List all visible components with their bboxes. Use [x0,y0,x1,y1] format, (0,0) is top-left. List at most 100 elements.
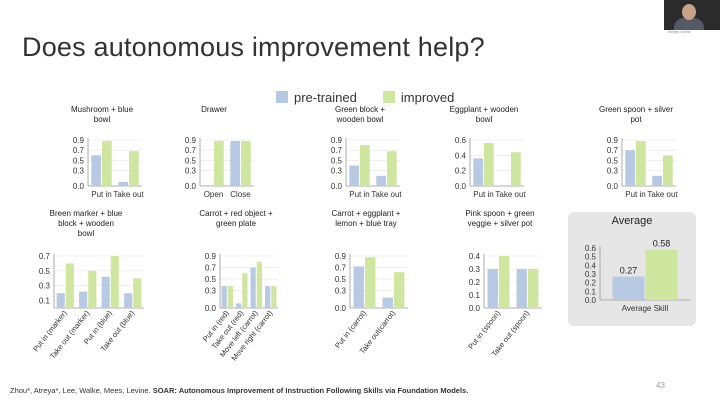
bar-improved [511,152,521,186]
y-tick-label: 0.7 [335,264,347,273]
x-tick-label: Open [204,190,224,199]
bar-improved [394,272,405,308]
bar-pretrained [376,175,386,186]
y-tick-label: 0.3 [585,270,597,279]
x-tick-label: Take out [495,190,526,199]
y-tick-label: 0.2 [455,167,467,176]
y-tick-label: 0.7 [205,264,217,273]
legend-label-improved: improved [400,89,455,105]
y-tick-label: 0.9 [335,252,347,261]
bar-improved [360,145,370,186]
y-tick-label: 0.4 [585,261,597,270]
bar-pretrained [101,276,110,308]
y-tick-label: 0.1 [39,297,51,306]
data-label: 0.27 [620,266,638,276]
y-tick-label: 0.5 [335,275,347,284]
chart-title-line: green plate [216,219,257,228]
bar-pretrained [56,293,65,308]
y-tick-label: 0.3 [335,287,347,296]
bar-pretrained [236,303,242,308]
legend-label-pretrained: pre-trained [294,89,357,105]
bar-pretrained [250,267,256,308]
chart-svg-10: Average 0.60.50.40.30.20.10.0 0.27 0.58 Aver… [585,215,690,313]
webcam-thumbnail [664,0,720,30]
y-tick-label: 0.1 [585,287,597,296]
chart-panel-3: Green block + wooden bowl 0.9 0.7 0.5 0.3 0.0 P… [316,104,404,204]
x-tick-label: Put in [349,190,369,199]
chart-panel-5: Green spoon + silver pot 0.9 0.7 0.5 0.3 0.0 Pu… [592,104,680,204]
y-tick-label: 0.5 [205,275,217,284]
chart-svg-8: Carrot + eggplant +lemon + blue tray 0.9 0… [332,209,408,356]
bar-pretrained [612,276,645,300]
x-tick-label: Average Skill [622,304,669,313]
y-tick-label: 0.5 [73,156,85,165]
chart-title-line: bowl [94,115,111,124]
citation: Zhou*, Atreya*, Lee, Walke, Mees, Levine… [10,386,468,395]
bar-improved [214,141,224,186]
chart-title-line: Eggplant + wooden [450,105,519,114]
y-tick-label: 0.9 [185,136,197,145]
chart-title-line: Average [612,215,653,227]
y-tick-label: 0.4 [469,252,481,261]
y-tick-label: 0.0 [607,182,619,191]
bar-pretrained [353,266,364,308]
y-tick-label: 0.9 [331,136,343,145]
bar-improved [365,257,376,308]
bar-pretrained [487,269,498,308]
y-tick-label: 0.3 [205,287,217,296]
y-tick-label: 0.3 [185,167,197,176]
bar-improved [663,155,673,186]
chart-panel-6: Breen marker + blue block + wooden bowl 0.7… [24,208,148,378]
y-tick-label: 0.9 [205,252,217,261]
bar-improved [499,256,510,308]
x-tick-label: Take out (marker) [48,308,92,360]
bar-improved [256,261,262,308]
bar-improved [241,141,251,186]
bar-improved [636,141,646,186]
bar-pretrained [625,150,635,186]
y-tick-label: 0.4 [455,151,467,160]
bar-pretrained [652,175,662,186]
presenter-head [682,4,696,20]
bar-improved [102,141,112,186]
bar-improved [227,286,233,308]
presenter-torso [674,18,704,30]
citation-title: SOAR: Autonomous Improvement of Instruct… [152,386,469,395]
bar-improved [65,263,74,308]
y-tick-label: 0.9 [607,136,619,145]
y-tick-label: 0.0 [331,182,343,191]
chart-title-line: Carrot + red object + [199,209,273,218]
chart-title-line: Mushroom + blue [71,105,134,114]
legend-swatch-pretrained [276,91,288,103]
chart-panel-7: Carrot + red object + green plate 0.9 0.7 0.… [190,208,282,378]
page-number: 43 [656,381,665,390]
bar-pretrained [382,297,393,308]
chart-title-line: Green block + [335,105,385,114]
x-tick-label: Close [230,190,251,199]
y-tick-label: 0.0 [335,304,347,313]
chart-title-line: Green spoon + silver [599,105,673,114]
bar-pretrained [516,269,527,308]
webcam-caption: Sergey Levine [668,30,691,34]
y-tick-label: 0.6 [455,136,467,145]
y-tick-label: 0.3 [469,265,481,274]
x-tick-label: Put in [473,190,493,199]
bar-improved [645,249,678,300]
chart-panel-2: Drawer 0.9 0.7 0.5 0.3 0.0 Open Close [170,104,258,204]
y-tick-label: 0.7 [607,146,619,155]
y-tick-label: 0.2 [585,279,597,288]
chart-title-line: block + wooden [58,219,114,228]
y-tick-label: 0.1 [469,291,481,300]
chart-title-line: Pink spoon + green [465,209,534,218]
data-label: 0.58 [653,239,671,249]
y-tick-label: 0.0 [205,304,217,313]
bar-improved [528,269,539,308]
y-tick-label: 0.5 [185,156,197,165]
y-tick-label: 0.3 [331,167,343,176]
chart-title-line: wooden bowl [336,115,384,124]
chart-title-line: pot [630,115,642,124]
bar-improved [129,151,139,186]
